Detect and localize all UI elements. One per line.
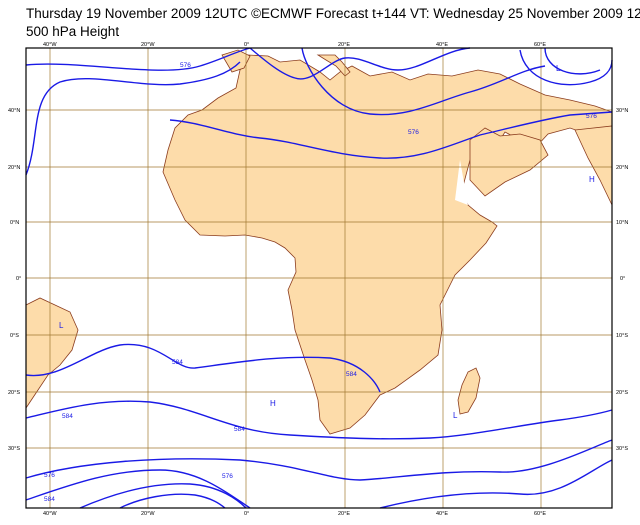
contour-label: 584 bbox=[172, 359, 183, 366]
arabia-landmass bbox=[469, 127, 549, 197]
south-america-landmass bbox=[25, 297, 79, 410]
contour-line bbox=[25, 400, 613, 440]
map-title: Thursday 19 November 2009 12UTC ©ECMWF F… bbox=[26, 6, 640, 21]
contour-line bbox=[379, 459, 613, 509]
italy-landmass bbox=[316, 54, 351, 77]
height-contours bbox=[25, 47, 613, 509]
graticule bbox=[26, 48, 612, 508]
high-pressure-marker: H bbox=[589, 175, 595, 184]
contour-line bbox=[119, 493, 226, 509]
right-lat-label: 10°N bbox=[616, 220, 628, 226]
africa-landmass bbox=[162, 54, 613, 435]
top-lon-label: 40°W bbox=[43, 42, 57, 48]
top-lon-label: 20°W bbox=[141, 42, 155, 48]
contour-line bbox=[169, 111, 613, 159]
left-lat-label: 40°N bbox=[8, 108, 20, 114]
right-lat-label: 20°S bbox=[616, 390, 628, 396]
left-lat-label: 20°N bbox=[8, 165, 20, 171]
bottom-lon-label: 60°E bbox=[534, 511, 546, 517]
right-lat-label: 0° bbox=[620, 276, 625, 282]
bottom-lon-label: 40°W bbox=[43, 511, 57, 517]
contour-label: 576 bbox=[222, 473, 233, 480]
contour-label: 584 bbox=[62, 413, 73, 420]
right-lat-label: 30°S bbox=[616, 446, 628, 452]
india-landmass bbox=[574, 125, 613, 206]
right-lat-label: 30°N bbox=[616, 108, 628, 114]
bottom-lon-label: 20°W bbox=[141, 511, 155, 517]
contour-label: 584 bbox=[44, 496, 55, 503]
contour-line bbox=[544, 47, 601, 75]
map-frame bbox=[25, 47, 613, 509]
left-lat-label: 0° bbox=[16, 276, 21, 282]
axis-label-group: 40°W 20°W 0° 20°E 40°E 60°E 40°W 20°W 0°… bbox=[8, 42, 628, 517]
contour-label: 584 bbox=[234, 426, 245, 433]
contour-line bbox=[25, 47, 251, 71]
left-lat-label: 0°N bbox=[10, 220, 19, 226]
top-lon-label: 40°E bbox=[436, 42, 448, 48]
bottom-lon-label: 20°E bbox=[338, 511, 350, 517]
left-lat-label: 20°S bbox=[8, 390, 20, 396]
contour-line bbox=[301, 47, 546, 116]
bottom-lon-label: 40°E bbox=[436, 511, 448, 517]
right-lat-label: 10°S bbox=[616, 333, 628, 339]
contour-label: 576 bbox=[586, 113, 597, 120]
left-lat-label: 0°S bbox=[10, 333, 19, 339]
right-lat-label: 20°N bbox=[616, 165, 628, 171]
high-pressure-marker: H bbox=[270, 399, 276, 408]
contour-label: 576 bbox=[180, 62, 191, 69]
low-pressure-marker: L bbox=[453, 411, 458, 420]
madagascar-landmass bbox=[457, 367, 481, 415]
low-pressure-marker: L bbox=[59, 321, 64, 330]
contour-line bbox=[249, 47, 471, 80]
pressure-marker-group: L H L H L bbox=[59, 64, 595, 420]
top-lon-label: 20°E bbox=[338, 42, 350, 48]
top-lon-label: 0° bbox=[244, 42, 249, 48]
contour-line bbox=[79, 483, 247, 509]
bottom-lon-label: 0° bbox=[244, 511, 249, 517]
contour-line bbox=[25, 61, 241, 176]
ocean-fill bbox=[455, 160, 468, 205]
contour-label: 584 bbox=[346, 371, 357, 378]
contour-line bbox=[519, 49, 613, 86]
contour-line bbox=[25, 469, 251, 509]
contour-line bbox=[25, 343, 381, 393]
top-lon-label: 60°E bbox=[534, 42, 546, 48]
map-subtitle: 500 hPa Height bbox=[26, 24, 120, 39]
contour-line bbox=[25, 439, 613, 481]
contour-label: 576 bbox=[44, 472, 55, 479]
contour-label-group: 576 576 576 576 584 584 584 576 584 584 bbox=[44, 62, 597, 503]
land-layer bbox=[25, 49, 613, 435]
low-pressure-marker: L bbox=[556, 64, 561, 73]
left-lat-label: 30°S bbox=[8, 446, 20, 452]
contour-label: 576 bbox=[408, 129, 419, 136]
